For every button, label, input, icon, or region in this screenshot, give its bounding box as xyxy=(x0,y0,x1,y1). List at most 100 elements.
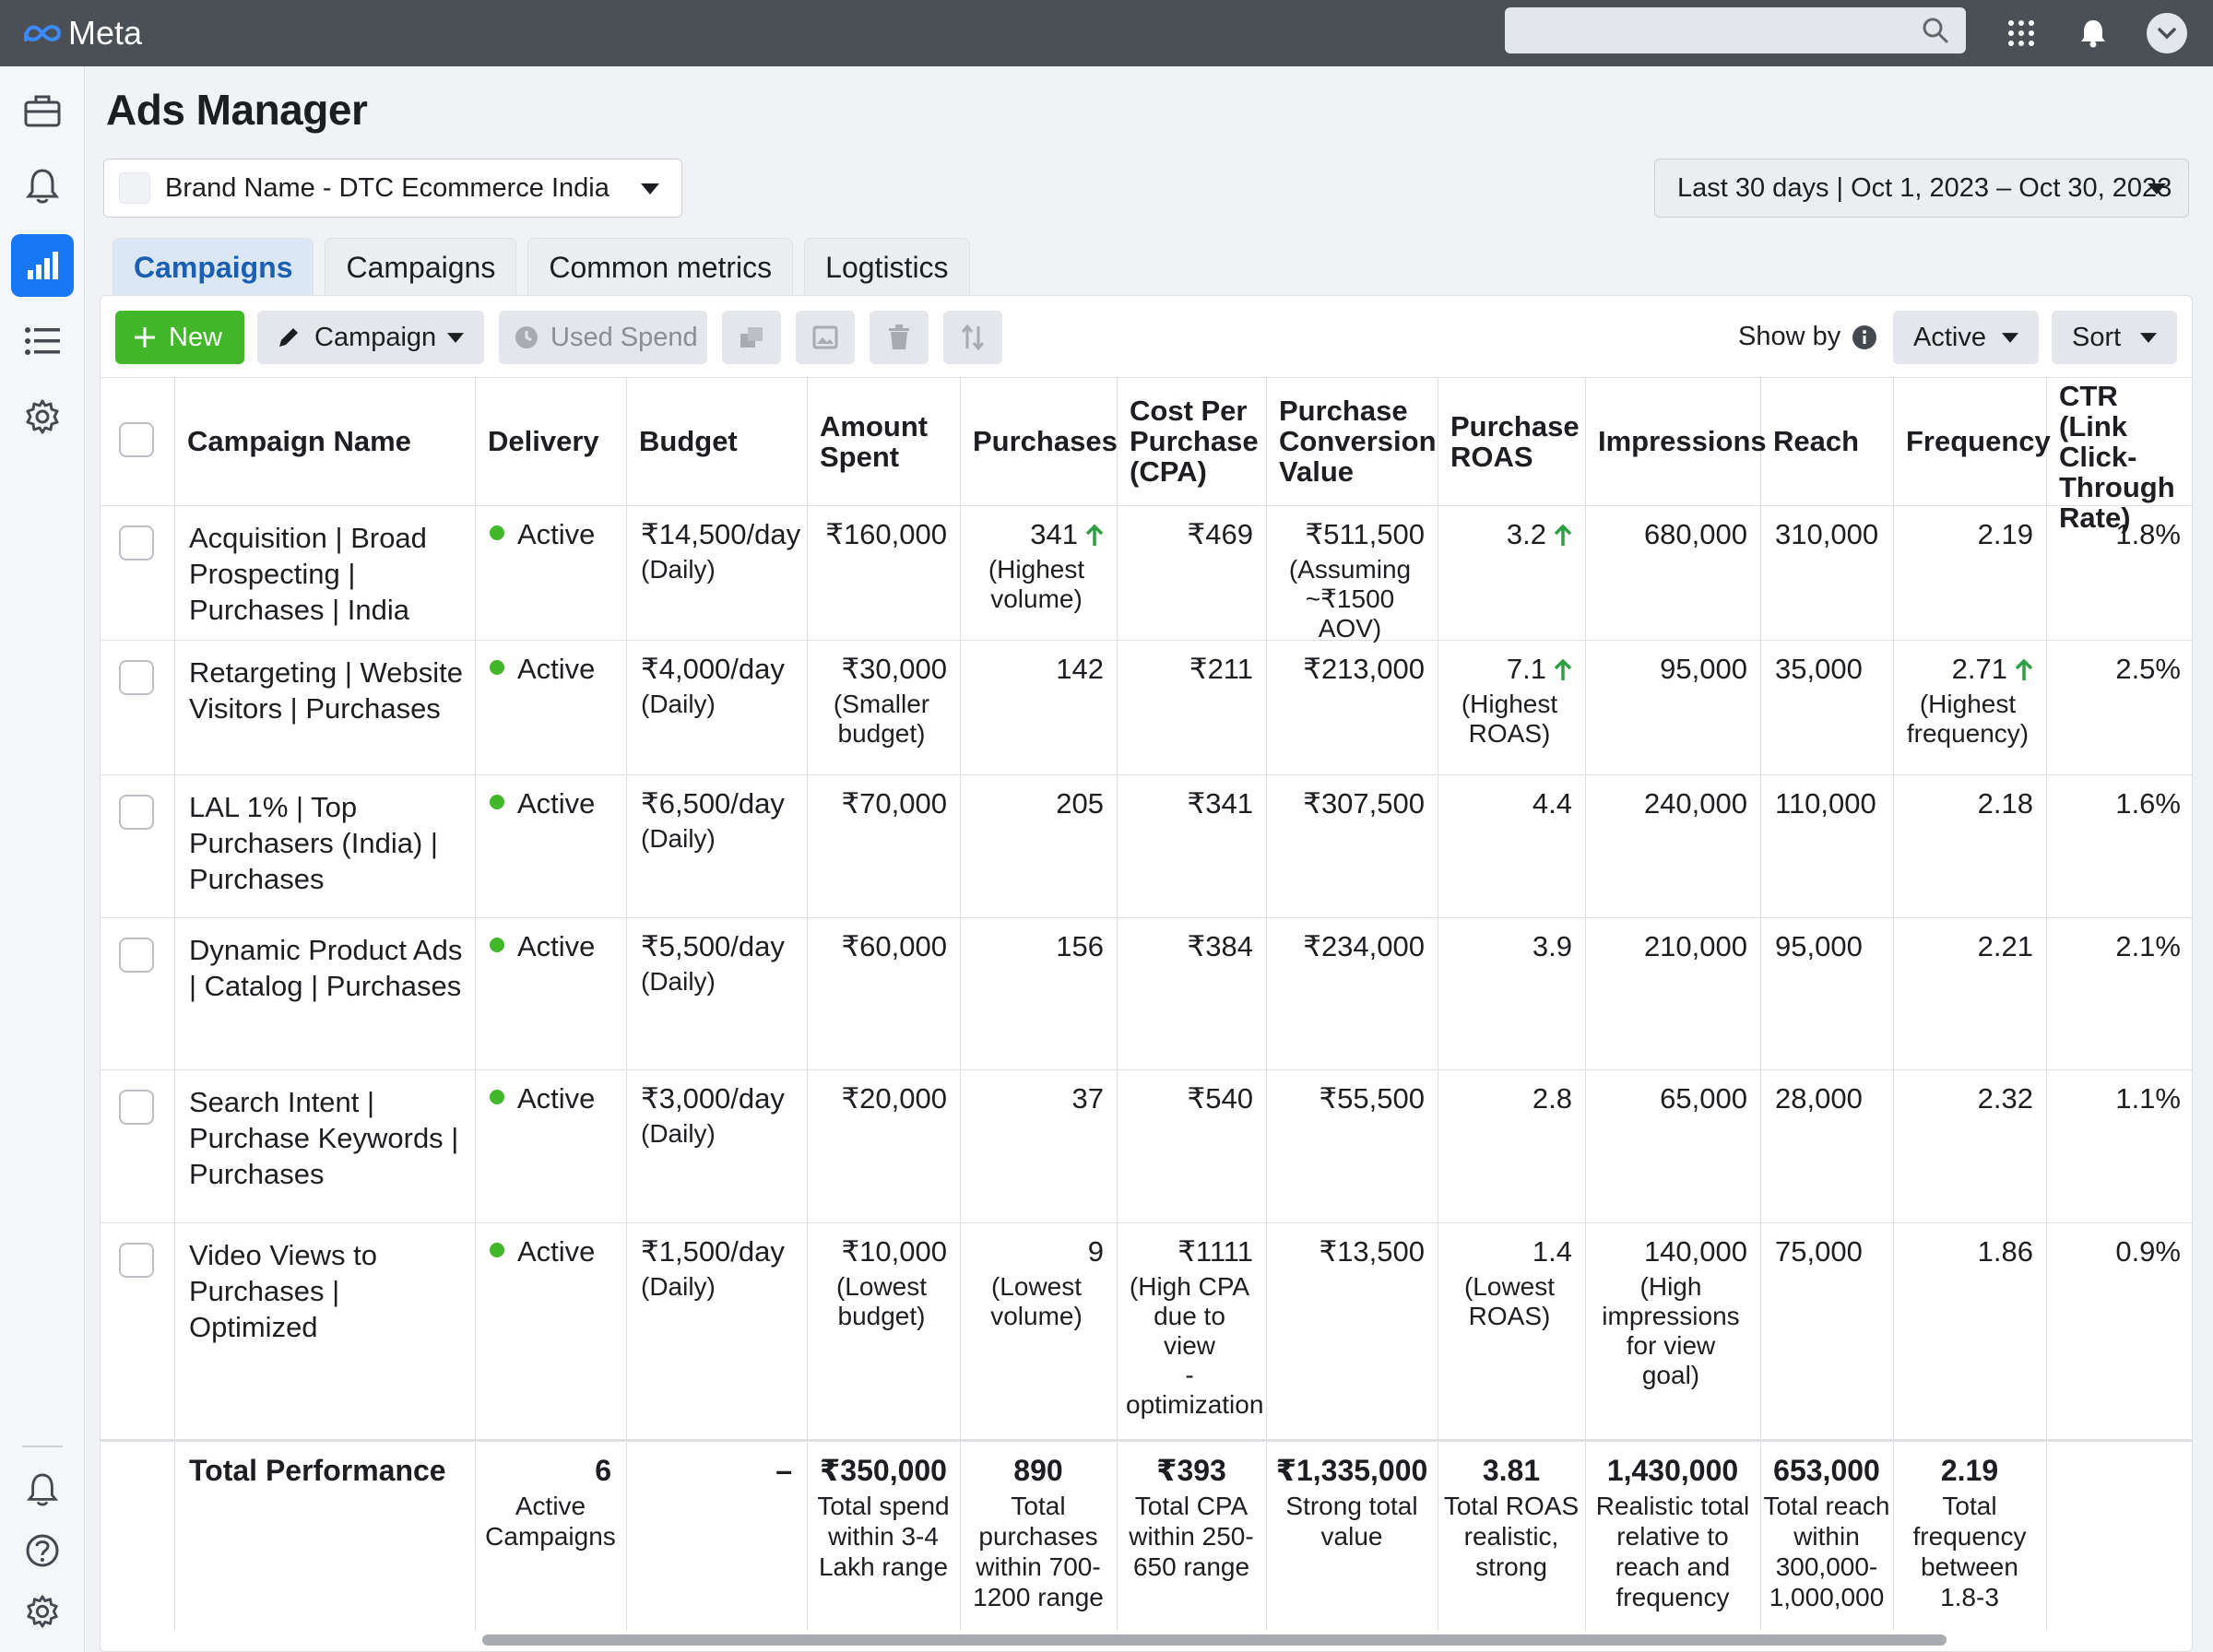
tab-campaigns[interactable]: Campaigns xyxy=(325,238,517,297)
ctr-value: 2.5% xyxy=(2115,653,2181,685)
campaign-name[interactable]: Video Views to Purchases | Optimized xyxy=(189,1237,467,1345)
header-amount-spent[interactable]: Amount Spent xyxy=(820,411,954,472)
reach-value: 110,000 xyxy=(1775,787,1876,820)
campaign-name[interactable]: Dynamic Product Ads | Catalog | Purchases xyxy=(189,932,467,1004)
budget-cell: ₹14,500/day (Daily) xyxy=(641,520,800,584)
budget-value: ₹4,000/day xyxy=(641,653,785,685)
notifications-bell-icon[interactable] xyxy=(2071,11,2115,55)
cell-note: due to view xyxy=(1154,1302,1225,1360)
spent-value: ₹30,000 xyxy=(841,653,947,685)
sidebar-item-briefcase[interactable] xyxy=(11,79,74,142)
account-selector[interactable]: Brand Name - DTC Ecommerce India xyxy=(103,159,682,218)
header-cpa[interactable]: Cost Per Purchase (CPA) xyxy=(1130,395,1260,487)
impressions-cell: 95,000 xyxy=(1585,655,1747,684)
sort-dropdown[interactable]: Sort xyxy=(2052,311,2177,364)
preview-button[interactable] xyxy=(796,311,855,364)
impressions-cell: 240,000 xyxy=(1585,789,1747,819)
header-frequency[interactable]: Frequency xyxy=(1906,426,2051,456)
frequency-value: 1.86 xyxy=(1977,1235,2033,1268)
campaign-name[interactable]: Retargeting | Website Visitors | Purchase… xyxy=(189,655,467,726)
delete-button[interactable] xyxy=(870,311,929,364)
sidebar-item-reporting[interactable] xyxy=(11,234,74,297)
status-filter-dropdown[interactable]: Active xyxy=(1893,311,2039,364)
duplicate-button[interactable] xyxy=(722,311,781,364)
reach-cell: 35,000 xyxy=(1760,655,1880,684)
horizontal-scrollbar[interactable] xyxy=(482,1634,1947,1646)
show-by-label: Show by xyxy=(1738,322,1841,351)
row-checkbox[interactable] xyxy=(119,1243,154,1278)
status-active-dot xyxy=(490,660,504,675)
frequency-value: 2.21 xyxy=(1977,930,2033,962)
edit-campaign-button[interactable]: Campaign xyxy=(257,311,484,364)
date-range-selector[interactable]: Last 30 days | Oct 1, 2023 – Oct 30, 202… xyxy=(1654,159,2189,218)
row-checkbox[interactable] xyxy=(119,660,154,695)
column-divider xyxy=(807,377,808,1631)
header-budget[interactable]: Budget xyxy=(639,426,801,456)
account-name: Brand Name - DTC Ecommerce India xyxy=(165,172,609,203)
delivery-text: Active xyxy=(517,653,596,685)
cell-note: 1.8-3 xyxy=(1940,1583,1999,1611)
frequency-cell: 2.71 (Highest frequency) xyxy=(1893,655,2033,749)
campaign-name[interactable]: LAL 1% | Top Purchasers (India) | Purchase… xyxy=(189,789,467,897)
cell-note: Campaigns xyxy=(485,1522,616,1551)
header-reach[interactable]: Reach xyxy=(1773,426,1888,456)
sidebar-item-alerts[interactable] xyxy=(11,1458,74,1521)
sidebar-item-list[interactable] xyxy=(11,310,74,372)
impressions-cell: 65,000 xyxy=(1585,1084,1747,1114)
ctr-cell: 1.8% xyxy=(2046,520,2181,549)
tab-common-metrics[interactable]: Common metrics xyxy=(527,238,794,297)
header-campaign-name[interactable]: Campaign Name xyxy=(187,426,469,456)
impressions-value: 140,000 xyxy=(1643,1235,1747,1268)
header-purchases[interactable]: Purchases xyxy=(973,426,1118,456)
campaign-name[interactable]: Acquisition | Broad Prospecting | Purchase… xyxy=(189,520,467,628)
header-conversion-value[interactable]: Purchase Conversion Value xyxy=(1279,395,1437,487)
new-button-label: New xyxy=(169,322,223,352)
row-checkbox[interactable] xyxy=(119,795,154,830)
tab-campaigns-active[interactable]: Campaigns xyxy=(112,238,314,297)
global-search-input[interactable] xyxy=(1505,7,1966,53)
header-impressions[interactable]: Impressions xyxy=(1598,426,1767,456)
header-roas[interactable]: Purchase ROAS xyxy=(1450,411,1580,472)
tab-logistics[interactable]: Logtistics xyxy=(804,238,970,297)
cell-note: budget) xyxy=(837,1302,926,1330)
total-spent-cell: ₹350,000 Total spend within 3-4 Lakh range xyxy=(807,1456,960,1582)
sidebar-item-preferences[interactable] xyxy=(11,1580,74,1643)
campaign-name[interactable]: Search Intent | Purchase Keywords | Purcha… xyxy=(189,1084,467,1192)
header-text: CTR (Link xyxy=(2059,379,2128,442)
select-all-checkbox[interactable] xyxy=(119,422,154,457)
reorder-button[interactable] xyxy=(943,311,1002,364)
cpa-value: ₹211 xyxy=(1189,653,1253,685)
delivery-status: Active xyxy=(490,655,595,684)
account-menu-icon[interactable] xyxy=(2145,11,2189,55)
pcv-value: ₹13,500 xyxy=(1319,1235,1425,1268)
cpa-cell: ₹540 xyxy=(1117,1084,1253,1114)
cpa-cell: ₹469 xyxy=(1117,520,1253,549)
impressions-cell: 680,000 xyxy=(1585,520,1747,549)
info-icon[interactable] xyxy=(1852,324,1877,350)
header-ctr[interactable]: CTR (Link Click- Through Rate) xyxy=(2059,381,2188,533)
campaign-name-line: Video Views to xyxy=(189,1239,377,1271)
cell-note: optimization xyxy=(1126,1390,1264,1419)
header-delivery[interactable]: Delivery xyxy=(488,426,621,456)
row-checkbox[interactable] xyxy=(119,938,154,973)
cpa-value: ₹540 xyxy=(1187,1082,1253,1115)
row-checkbox[interactable] xyxy=(119,525,154,560)
used-spend-button[interactable]: Used Spend xyxy=(499,311,707,364)
row-checkbox[interactable] xyxy=(119,1090,154,1125)
new-button[interactable]: New xyxy=(115,311,244,364)
budget-cell: ₹3,000/day (Daily) xyxy=(641,1084,785,1149)
campaign-name-line: Retargeting | Website xyxy=(189,656,463,689)
spent-cell: ₹30,000 (Smaller budget) xyxy=(807,655,947,749)
cell-note: Total spend xyxy=(817,1492,950,1520)
app-grid-icon[interactable] xyxy=(1999,11,2043,55)
reach-cell: 95,000 xyxy=(1760,932,1880,962)
sidebar-item-help[interactable] xyxy=(11,1519,74,1582)
image-icon xyxy=(812,325,838,349)
row-divider xyxy=(101,377,2192,378)
sidebar-item-settings[interactable] xyxy=(11,385,74,448)
row-divider xyxy=(101,774,2192,775)
sidebar-item-notifications[interactable] xyxy=(11,155,74,218)
meta-logo[interactable]: Meta xyxy=(22,14,142,53)
cell-note: 300,000- xyxy=(1775,1552,1878,1581)
caret-down-icon xyxy=(2002,333,2018,343)
